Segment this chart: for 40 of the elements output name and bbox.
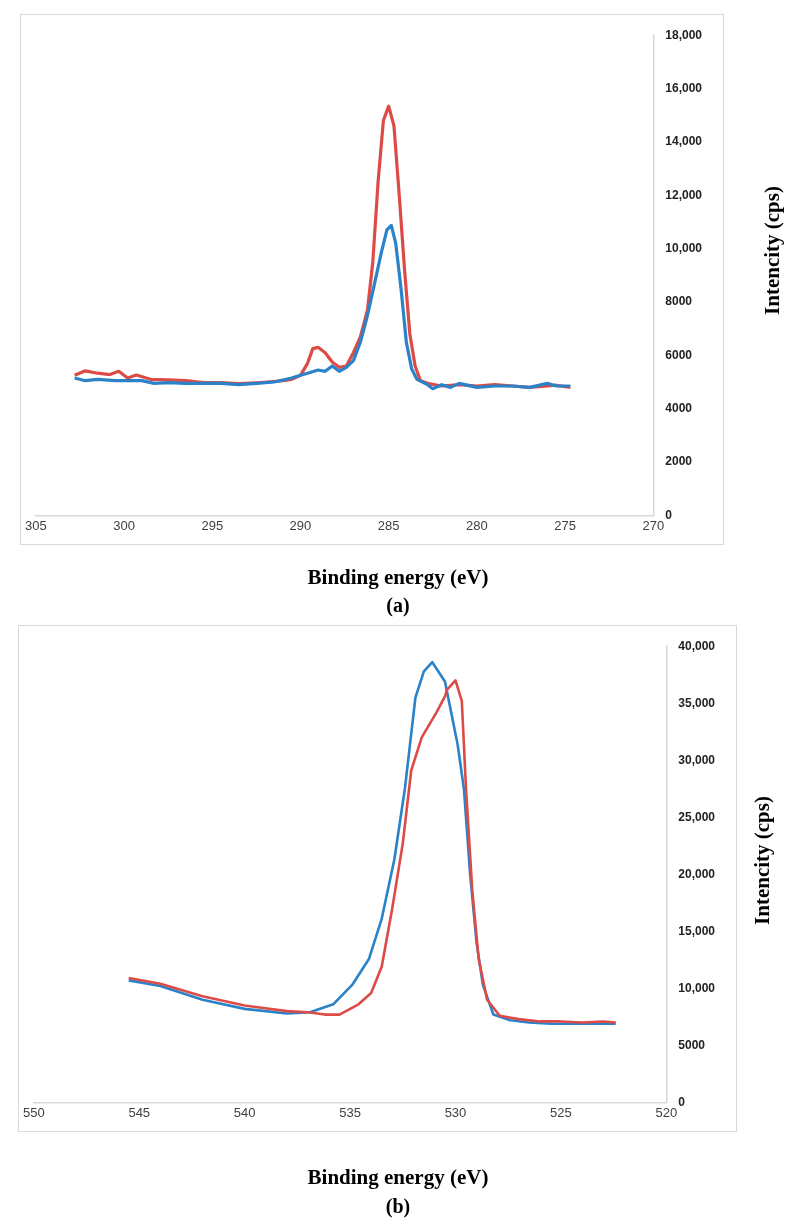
y-tick-label: 6000 bbox=[665, 347, 693, 362]
x-tick-label: 300 bbox=[113, 517, 135, 533]
y-tick-label: 10,000 bbox=[678, 980, 716, 995]
y-axis-title: Intencity (cps) bbox=[749, 795, 775, 925]
y-tick-label: 30,000 bbox=[678, 752, 716, 767]
x-tick-label: 305 bbox=[24, 517, 47, 533]
x-tick-label: 540 bbox=[233, 1104, 256, 1120]
y-tick-label: 18,000 bbox=[665, 27, 703, 42]
x-tick-label: 290 bbox=[289, 517, 312, 533]
y-tick-label: 35,000 bbox=[678, 695, 716, 710]
x-tick-label: 550 bbox=[22, 1104, 45, 1120]
y-tick-label: 2000 bbox=[665, 454, 693, 469]
y-tick-label: 5000 bbox=[678, 1037, 706, 1052]
y-tick-label: 12,000 bbox=[665, 187, 703, 202]
text: (a) bbox=[385, 594, 411, 617]
y-tick-label: 10,000 bbox=[665, 240, 703, 255]
x-axis-title: Binding energy (eV) bbox=[306, 565, 490, 590]
x-tick-label: 525 bbox=[550, 1104, 572, 1120]
x-tick-label: 520 bbox=[655, 1104, 678, 1120]
y-tick-label: 0 bbox=[678, 1094, 686, 1109]
x-tick-label: 280 bbox=[466, 517, 488, 533]
x-axis-title: Binding energy (eV) bbox=[306, 1165, 490, 1190]
y-tick-label: 40,000 bbox=[678, 638, 716, 653]
y-axis-title: Intencity (cps) bbox=[759, 185, 785, 315]
x-tick-label: 270 bbox=[642, 517, 665, 533]
y-tick-label: 4000 bbox=[665, 401, 693, 415]
y-tick-label: 20,000 bbox=[678, 866, 716, 881]
x-tick-label: 275 bbox=[554, 517, 576, 533]
x-tick-label: 295 bbox=[201, 517, 224, 533]
x-tick-label: 545 bbox=[128, 1104, 151, 1120]
y-tick-label: 8000 bbox=[665, 294, 693, 309]
y-tick-label: 14,000 bbox=[665, 134, 703, 149]
y-tick-label: 16,000 bbox=[665, 80, 703, 95]
y-tick-label: 0 bbox=[665, 507, 673, 522]
x-tick-label: 285 bbox=[377, 517, 400, 533]
x-tick-label: 535 bbox=[339, 1104, 361, 1120]
y-tick-label: 15,000 bbox=[678, 923, 716, 938]
x-tick-label: 530 bbox=[444, 1104, 467, 1120]
text: (b) bbox=[384, 1195, 412, 1218]
y-tick-label: 25,000 bbox=[678, 809, 716, 824]
